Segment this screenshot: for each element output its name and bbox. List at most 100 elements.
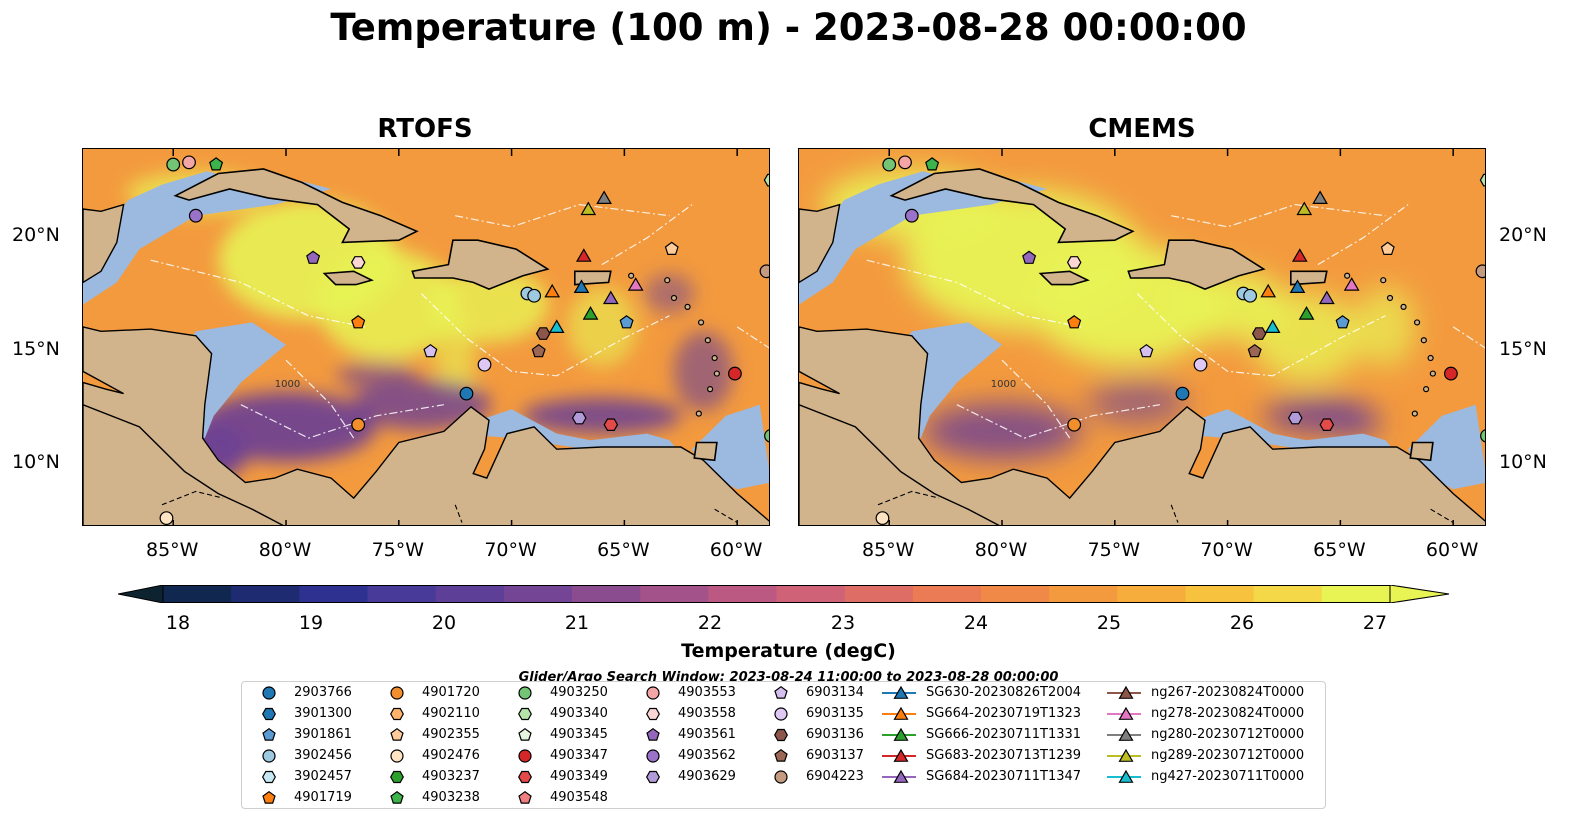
hispaniola-island xyxy=(1127,239,1266,290)
lesser-antilles-island xyxy=(1422,386,1430,393)
float-marker xyxy=(627,277,644,291)
float-marker xyxy=(603,418,619,431)
legend-marker xyxy=(390,790,404,804)
colorbar-outline xyxy=(162,585,1391,603)
float-marker xyxy=(1296,201,1313,216)
colorbar-tick-label: 26 xyxy=(1229,612,1255,634)
colorbar-tick-label: 25 xyxy=(1096,612,1122,634)
float-marker xyxy=(619,315,634,329)
legend-marker xyxy=(262,686,276,700)
legend-label: 3901861 xyxy=(294,727,352,742)
panel-title-cmems: CMEMS xyxy=(1088,114,1196,144)
hexagon-marker-icon xyxy=(262,770,276,784)
legend-marker xyxy=(262,727,276,741)
legend-marker xyxy=(518,707,532,721)
colorbar-tick-label: 22 xyxy=(697,612,723,634)
map-panel-cmems[interactable]: 1000 xyxy=(798,148,1486,526)
legend-marker xyxy=(774,748,788,762)
puerto-rico-island xyxy=(573,270,612,286)
map-panel-rtofs[interactable]: 1000 xyxy=(82,148,770,526)
lesser-antilles-island xyxy=(670,294,678,302)
venezuela-shelf xyxy=(455,409,681,454)
hexagon-marker-icon xyxy=(390,770,404,784)
circle-marker-icon xyxy=(774,770,788,784)
legend-marker xyxy=(646,707,660,721)
legend-label: 4902355 xyxy=(422,727,480,742)
float-marker xyxy=(527,288,542,303)
legend-label: 4903237 xyxy=(422,769,480,784)
legend-label: 4903347 xyxy=(550,748,608,763)
circle-marker-icon xyxy=(518,749,532,763)
lesser-antilles-island xyxy=(697,319,705,326)
lon-label: 60°W xyxy=(709,539,763,561)
lesser-antilles-island xyxy=(713,370,720,377)
legend-marker xyxy=(390,727,404,741)
eez-boundary xyxy=(866,259,1082,328)
legend-label: 6903134 xyxy=(806,685,864,700)
legend-label: 4902476 xyxy=(422,748,480,763)
lesser-antilles-island xyxy=(1427,354,1434,362)
venezuela-shelf xyxy=(1171,409,1397,454)
legend-label: 4901720 xyxy=(422,685,480,700)
country-border xyxy=(877,490,939,506)
pentagon-marker-icon xyxy=(774,748,788,762)
legend-label: 6903135 xyxy=(806,706,864,721)
legend-marker xyxy=(390,749,404,763)
legend-marker xyxy=(774,770,788,784)
hexagon-marker-icon xyxy=(262,707,276,721)
float-marker xyxy=(1247,343,1262,358)
float-marker xyxy=(351,315,366,329)
lon-label: 80°W xyxy=(974,539,1028,561)
colorbar-tick-label: 23 xyxy=(830,612,856,634)
colorbar-max-extension xyxy=(1389,585,1450,603)
lat-label-20n-left: 20°N xyxy=(12,224,60,246)
lat-label-10n-right: 10°N xyxy=(1499,451,1547,473)
circle-marker-icon xyxy=(518,686,532,700)
float-marker xyxy=(1479,173,1485,187)
lesser-antilles-island xyxy=(1386,294,1394,302)
float-marker xyxy=(904,208,919,223)
lesser-antilles-island xyxy=(1400,303,1407,310)
eez-boundary xyxy=(420,293,670,377)
float-marker xyxy=(1335,315,1350,329)
float-marker xyxy=(1260,283,1277,298)
legend-marker xyxy=(518,749,532,763)
triangle-marker-icon xyxy=(882,748,916,762)
float-marker xyxy=(306,250,321,264)
colorbar-tick-label: 19 xyxy=(298,612,324,634)
legend-label: ng280-20230712T0000 xyxy=(1151,727,1305,742)
circle-marker-icon xyxy=(774,707,788,721)
float-marker xyxy=(1287,411,1303,425)
trinidad-island xyxy=(1409,441,1434,462)
legend-label: 4903548 xyxy=(550,790,608,805)
pentagon-marker-icon xyxy=(390,790,404,804)
legend-label: 2903766 xyxy=(294,685,352,700)
float-marker xyxy=(1175,386,1190,401)
float-marker xyxy=(209,157,224,171)
float-marker xyxy=(159,511,174,525)
legend-marker xyxy=(774,685,788,699)
cool-water-patch xyxy=(521,397,682,434)
cool-water-patch xyxy=(1087,380,1188,425)
legend-label: ng289-20230712T0000 xyxy=(1151,748,1305,763)
country-border xyxy=(454,504,463,523)
lesser-antilles-island xyxy=(1411,410,1418,417)
legend-label: 4903340 xyxy=(550,706,608,721)
cool-water-patch xyxy=(1321,410,1382,435)
lon-label: 85°W xyxy=(861,539,915,561)
float-marker xyxy=(573,279,590,293)
legend-marker xyxy=(262,770,276,784)
float-marker xyxy=(925,157,940,171)
pentagon-marker-icon xyxy=(646,727,660,741)
lesser-antilles-island xyxy=(664,277,671,284)
lesser-antilles-island xyxy=(1413,319,1421,326)
float-marker xyxy=(1444,366,1458,381)
float-marker xyxy=(1251,327,1267,340)
lon-label: 70°W xyxy=(484,539,537,561)
eez-boundary xyxy=(455,203,670,228)
triangle-marker-icon xyxy=(1107,685,1141,699)
legend-label: 4903553 xyxy=(678,685,736,700)
colorbar-segment xyxy=(367,585,437,603)
yucatan-shelf xyxy=(83,171,332,305)
float-marker xyxy=(1067,417,1082,432)
